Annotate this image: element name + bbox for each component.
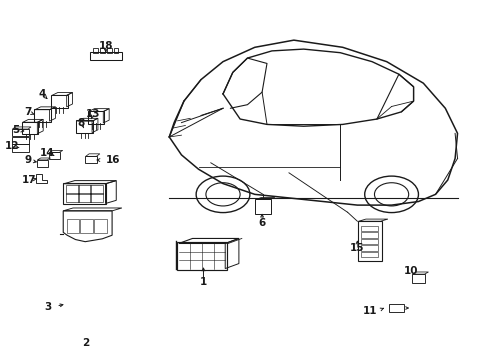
Text: 15: 15 bbox=[350, 243, 365, 253]
Text: 18: 18 bbox=[98, 41, 113, 50]
Text: 10: 10 bbox=[404, 266, 418, 276]
Text: 1: 1 bbox=[200, 277, 207, 287]
Text: 3: 3 bbox=[45, 302, 52, 312]
Text: 9: 9 bbox=[24, 155, 31, 165]
Text: 13: 13 bbox=[86, 109, 101, 119]
Text: 5: 5 bbox=[12, 125, 19, 135]
Text: 6: 6 bbox=[259, 218, 266, 228]
Text: 7: 7 bbox=[24, 107, 31, 117]
Text: 14: 14 bbox=[40, 148, 54, 158]
Text: 8: 8 bbox=[78, 118, 85, 128]
Text: 16: 16 bbox=[106, 155, 120, 165]
Text: 12: 12 bbox=[5, 141, 19, 151]
Text: 4: 4 bbox=[39, 89, 46, 99]
Text: 2: 2 bbox=[83, 338, 90, 348]
Text: 11: 11 bbox=[363, 306, 377, 316]
Text: 17: 17 bbox=[22, 175, 36, 185]
